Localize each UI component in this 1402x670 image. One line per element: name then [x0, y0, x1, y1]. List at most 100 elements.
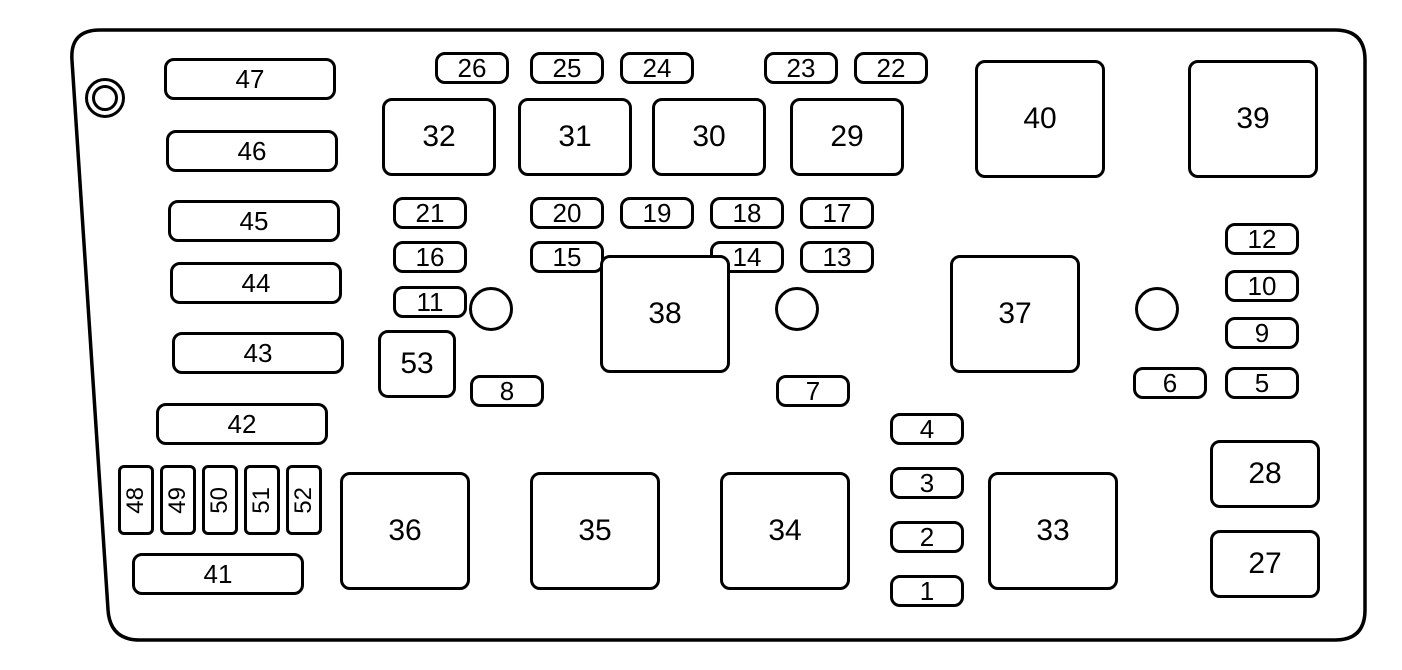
- fuse-slot-label: 33: [1036, 514, 1069, 548]
- fuse-slot-label: 32: [422, 120, 455, 154]
- fuse-slot-33: 33: [988, 472, 1118, 590]
- fuse-slot-label: 25: [553, 53, 582, 84]
- fuse-slot-16: 16: [393, 241, 467, 273]
- fuse-slot-label: 15: [553, 242, 582, 273]
- fuse-slot-label: 27: [1248, 547, 1281, 581]
- fuse-slot-37: 37: [950, 255, 1080, 373]
- fuse-slot-31: 31: [518, 98, 632, 176]
- fuse-slot-label: 4: [920, 414, 934, 445]
- fuse-slot-46: 46: [166, 130, 338, 172]
- fuse-slot-label: 1: [920, 576, 934, 607]
- fuse-slot-label: 14: [733, 242, 762, 273]
- fuse-slot-label: 41: [204, 559, 233, 590]
- fuse-slot-label: 20: [553, 198, 582, 229]
- fuse-slot-41: 41: [132, 553, 304, 595]
- fuse-slot-label: 36: [388, 514, 421, 548]
- spare-fuse-48: 48: [118, 465, 154, 535]
- fuse-slot-13: 13: [800, 241, 874, 273]
- spare-fuse-49: 49: [160, 465, 196, 535]
- fuse-slot-12: 12: [1225, 223, 1299, 255]
- fuse-slot-label: 16: [416, 242, 445, 273]
- spare-fuse-label: 51: [248, 487, 276, 514]
- fuse-slot-label: 19: [643, 198, 672, 229]
- fuse-slot-label: 6: [1163, 368, 1177, 399]
- fuse-slot-label: 2: [920, 522, 934, 553]
- fuse-slot-24: 24: [620, 52, 694, 84]
- fuse-slot-label: 24: [643, 53, 672, 84]
- fuse-slot-label: 7: [806, 376, 820, 407]
- fuse-slot-label: 10: [1248, 271, 1277, 302]
- fuse-slot-label: 46: [238, 136, 267, 167]
- fuse-slot-40: 40: [975, 60, 1105, 178]
- fuse-slot-39: 39: [1188, 60, 1318, 178]
- spare-fuse-50: 50: [202, 465, 238, 535]
- spare-fuse-51: 51: [244, 465, 280, 535]
- fuse-slot-label: 35: [578, 514, 611, 548]
- fuse-slot-22: 22: [854, 52, 928, 84]
- mount-top-left: [85, 78, 125, 118]
- fuse-slot-label: 21: [416, 198, 445, 229]
- fuse-slot-27: 27: [1210, 530, 1320, 598]
- fuse-slot-6: 6: [1133, 367, 1207, 399]
- spare-fuse-52: 52: [286, 465, 322, 535]
- fuse-slot-label: 5: [1255, 368, 1269, 399]
- fuse-slot-label: 34: [768, 514, 801, 548]
- fuse-slot-34: 34: [720, 472, 850, 590]
- fuse-slot-9: 9: [1225, 317, 1299, 349]
- fuse-slot-15: 15: [530, 241, 604, 273]
- fuse-slot-label: 47: [236, 64, 265, 95]
- fuse-slot-label: 30: [692, 120, 725, 154]
- fuse-slot-35: 35: [530, 472, 660, 590]
- spare-fuse-label: 50: [206, 487, 234, 514]
- fuse-slot-label: 38: [648, 297, 681, 331]
- fuse-slot-label: 12: [1248, 224, 1277, 255]
- fuse-slot-label: 39: [1236, 102, 1269, 136]
- fuse-slot-1: 1: [890, 575, 964, 607]
- fuse-slot-25: 25: [530, 52, 604, 84]
- fuse-slot-4: 4: [890, 413, 964, 445]
- fuse-slot-label: 37: [998, 297, 1031, 331]
- fuse-slot-5: 5: [1225, 367, 1299, 399]
- fuse-slot-20: 20: [530, 197, 604, 229]
- fuse-slot-label: 17: [823, 198, 852, 229]
- fuse-slot-19: 19: [620, 197, 694, 229]
- fuse-slot-label: 29: [830, 120, 863, 154]
- bolt-b: [775, 287, 819, 331]
- fuse-slot-43: 43: [172, 332, 344, 374]
- bolt-c: [1135, 287, 1179, 331]
- fuse-slot-label: 13: [823, 242, 852, 273]
- fuse-slot-label: 23: [787, 53, 816, 84]
- fuse-slot-42: 42: [156, 403, 328, 445]
- fuse-slot-label: 9: [1255, 318, 1269, 349]
- fuse-slot-32: 32: [382, 98, 496, 176]
- fuse-slot-53: 53: [378, 330, 456, 398]
- fuse-slot-45: 45: [168, 200, 340, 242]
- fuse-slot-18: 18: [710, 197, 784, 229]
- fuse-slot-36: 36: [340, 472, 470, 590]
- fuse-slot-7: 7: [776, 375, 850, 407]
- fuse-slot-29: 29: [790, 98, 904, 176]
- fuse-slot-11: 11: [393, 286, 467, 318]
- spare-fuse-label: 48: [122, 487, 150, 514]
- fuse-slot-17: 17: [800, 197, 874, 229]
- fuse-slot-2: 2: [890, 521, 964, 553]
- fuse-slot-23: 23: [764, 52, 838, 84]
- spare-fuse-label: 52: [290, 487, 318, 514]
- fuse-slot-21: 21: [393, 197, 467, 229]
- fuse-slot-label: 18: [733, 198, 762, 229]
- fuse-slot-30: 30: [652, 98, 766, 176]
- fuse-slot-label: 40: [1023, 102, 1056, 136]
- fuse-slot-label: 28: [1248, 457, 1281, 491]
- fuse-slot-label: 3: [920, 468, 934, 499]
- fuse-slot-label: 45: [240, 206, 269, 237]
- fuse-slot-38: 38: [600, 255, 730, 373]
- fuse-slot-3: 3: [890, 467, 964, 499]
- fuse-slot-10: 10: [1225, 270, 1299, 302]
- fuse-slot-label: 43: [244, 338, 273, 369]
- fuse-slot-8: 8: [470, 375, 544, 407]
- fuse-slot-label: 53: [400, 347, 433, 381]
- bolt-a: [469, 287, 513, 331]
- fuse-slot-26: 26: [435, 52, 509, 84]
- fuse-slot-label: 26: [458, 53, 487, 84]
- fuse-slot-label: 22: [877, 53, 906, 84]
